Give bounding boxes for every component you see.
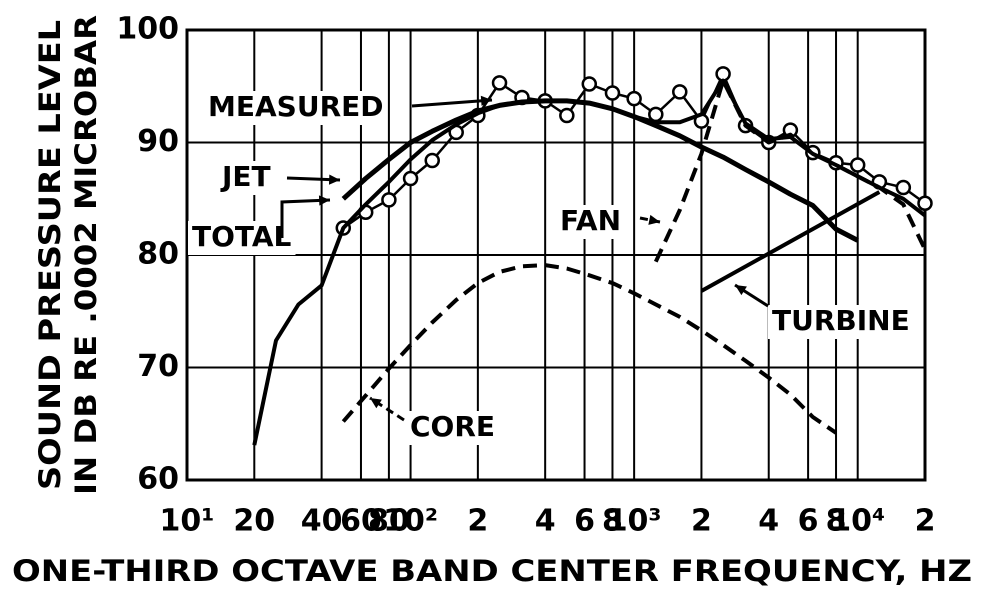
y-tick-label: 60 xyxy=(137,462,179,497)
arrow-head xyxy=(735,285,747,296)
label-background xyxy=(768,305,914,339)
x-tick-label: 2 xyxy=(691,504,712,539)
x-tick-label: 20 xyxy=(233,504,275,539)
y-axis-title: IN DB RE .0002 MICROBAR xyxy=(69,15,103,495)
series-line xyxy=(700,190,881,293)
x-tick-label: 10⁴ xyxy=(830,504,885,539)
series-label: CORE xyxy=(410,410,495,443)
series-label: TURBINE xyxy=(772,304,910,337)
data-point xyxy=(849,157,866,173)
arrow-head xyxy=(480,95,492,106)
x-tick-label: 10¹ xyxy=(160,504,215,539)
leader-line xyxy=(280,198,331,238)
series-line xyxy=(341,263,838,435)
data-point xyxy=(715,66,731,82)
data-point xyxy=(672,84,688,100)
arrow-head xyxy=(648,214,660,225)
x-tick-label: 8 xyxy=(602,504,623,539)
series-line xyxy=(653,78,927,263)
arrow-head xyxy=(328,174,340,185)
data-point xyxy=(402,170,419,187)
x-tick-label: 10³ xyxy=(607,504,662,539)
plot-frame xyxy=(185,28,927,482)
series-label: FAN xyxy=(560,204,621,237)
x-tick-label: 2 xyxy=(915,504,936,539)
data-point xyxy=(491,75,508,91)
arrow-head xyxy=(318,195,330,206)
arrow-head xyxy=(370,398,382,409)
label-background xyxy=(204,91,388,125)
x-tick-label: 2 xyxy=(467,504,488,539)
data-point xyxy=(581,76,598,92)
data-point xyxy=(917,195,933,211)
series-label: JET xyxy=(220,160,271,193)
y-tick-label: 100 xyxy=(116,12,179,47)
y-tick-label: 70 xyxy=(137,349,179,384)
x-tick-label: 10² xyxy=(383,504,438,539)
data-point xyxy=(648,106,664,123)
label-background xyxy=(406,411,500,445)
series-label: TOTAL xyxy=(192,220,291,253)
x-tick-label: 4 xyxy=(758,504,779,539)
x-tick-label: 40 xyxy=(301,504,343,539)
x-tick-label: 4 xyxy=(535,504,556,539)
data-point xyxy=(424,152,440,169)
label-background xyxy=(556,205,626,239)
x-tick-label: 8 xyxy=(826,504,847,539)
data-point xyxy=(626,90,642,107)
x-tick-label: 60 xyxy=(340,504,382,539)
x-tick-label: 80 xyxy=(368,504,410,539)
y-tick-label: 80 xyxy=(137,237,179,272)
data-point xyxy=(895,179,912,196)
leader-line xyxy=(411,98,493,108)
data-point xyxy=(604,85,621,101)
y-tick-label: 90 xyxy=(137,124,179,159)
y-axis-title: SOUND PRESSURE LEVEL xyxy=(33,20,67,490)
series-label: MEASURED xyxy=(208,90,384,123)
data-point xyxy=(559,107,575,124)
data-point xyxy=(381,192,397,208)
x-tick-label: 6 xyxy=(574,504,595,539)
label-background xyxy=(188,221,296,255)
x-axis-title: ONE-THIRD OCTAVE BAND CENTER FREQUENCY, … xyxy=(12,554,972,588)
x-tick-label: 6 xyxy=(798,504,819,539)
series-line xyxy=(252,78,927,446)
label-background xyxy=(218,161,277,195)
